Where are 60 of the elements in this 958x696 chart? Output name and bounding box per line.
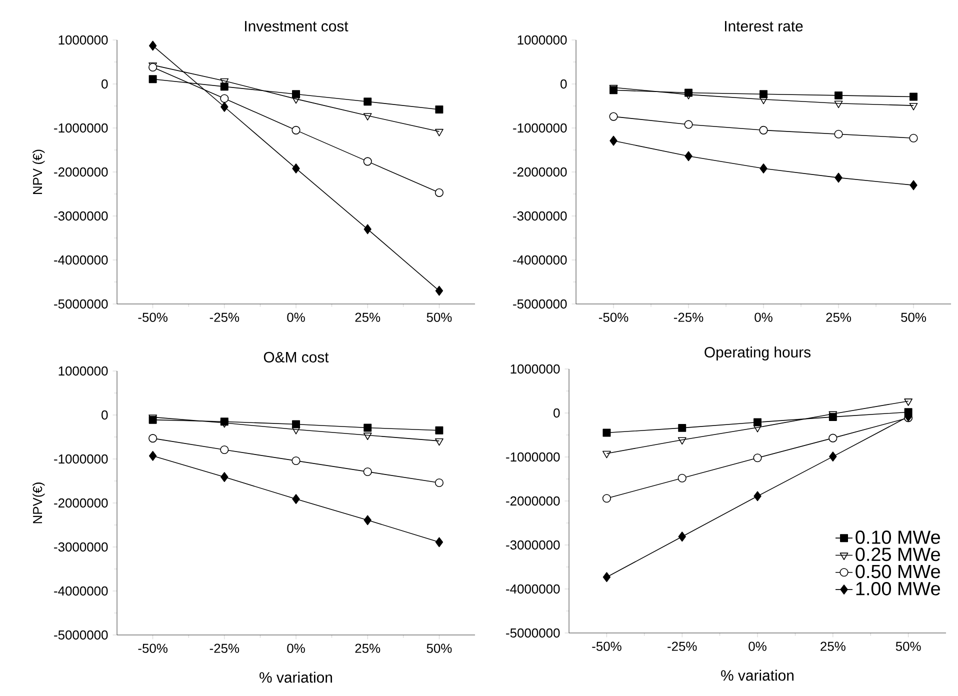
y-tick-label: -5000000	[513, 299, 567, 309]
legend-label: 0.25 MWe	[856, 548, 940, 562]
y-tick-label: -1000000	[513, 123, 567, 133]
y-tick-label: -2000000	[54, 498, 108, 508]
chart-title: Investment cost	[245, 21, 348, 32]
y-tick-label: -1000000	[54, 123, 108, 133]
x-tick-label: 0%	[287, 644, 305, 653]
x-tick-label: -50%	[138, 312, 168, 322]
y-tick-label: -3000000	[506, 540, 560, 550]
legend-label: 1.00 MWe	[856, 582, 940, 596]
y-tick-label: -5000000	[54, 299, 108, 309]
y-tick-label: 1000000	[58, 366, 108, 376]
x-tick-label: 25%	[820, 642, 846, 651]
x-tick-label: 25%	[355, 312, 380, 322]
x-tick-label: 0%	[748, 642, 766, 651]
y-tick-label: -2000000	[506, 496, 560, 506]
x-tick-label: 50%	[426, 312, 452, 322]
legend-label: 0.10 MWe	[856, 530, 940, 544]
y-tick-label: -4000000	[506, 584, 560, 594]
y-tick-label: -1000000	[506, 452, 560, 462]
y-tick-label: -5000000	[506, 628, 560, 638]
x-tick-label: -25%	[668, 642, 697, 651]
chart-title: Interest rate	[725, 21, 803, 32]
y-tick-label: -1000000	[54, 454, 108, 464]
y-tick-label: -3000000	[54, 542, 108, 552]
y-tick-label: -3000000	[513, 211, 567, 221]
x-axis-title: % variation	[721, 670, 794, 681]
x-tick-label: 50%	[901, 312, 926, 322]
y-axis-title: NPV (€)	[32, 150, 45, 194]
x-tick-label: 0%	[754, 312, 772, 322]
x-tick-label: -50%	[592, 642, 622, 651]
y-tick-label: -4000000	[54, 255, 108, 265]
legend-label: 0.50 MWe	[856, 564, 940, 578]
y-tick-label: 1000000	[510, 364, 560, 374]
y-tick-label: 1000000	[518, 35, 567, 45]
x-tick-label: 50%	[426, 644, 452, 653]
chart-title: O&M cost	[264, 352, 329, 362]
y-tick-label: -2000000	[54, 167, 108, 177]
x-tick-label: 25%	[826, 312, 852, 322]
x-tick-label: -50%	[598, 312, 628, 322]
chart-title: Operating hours	[704, 346, 811, 360]
y-tick-label: 0	[102, 79, 108, 89]
x-tick-label: -25%	[210, 644, 240, 653]
y-tick-label: 0	[102, 410, 108, 420]
x-tick-label: -25%	[210, 312, 240, 322]
y-tick-label: -2000000	[513, 167, 567, 177]
x-tick-label: -50%	[138, 644, 168, 653]
x-axis-title: % variation	[260, 672, 332, 683]
y-axis-title: NPV(€)	[32, 482, 45, 524]
y-tick-label: -5000000	[54, 630, 108, 640]
x-tick-label: 25%	[355, 644, 380, 653]
y-tick-label: -3000000	[54, 211, 108, 221]
y-tick-label: -4000000	[54, 586, 108, 596]
x-tick-label: 50%	[896, 642, 921, 651]
x-tick-label: 0%	[287, 312, 305, 322]
y-tick-label: -4000000	[513, 255, 567, 265]
y-tick-label: 0	[554, 408, 560, 418]
y-tick-label: 0	[560, 79, 567, 89]
y-tick-label: 1000000	[58, 35, 108, 45]
x-tick-label: -25%	[674, 312, 704, 322]
